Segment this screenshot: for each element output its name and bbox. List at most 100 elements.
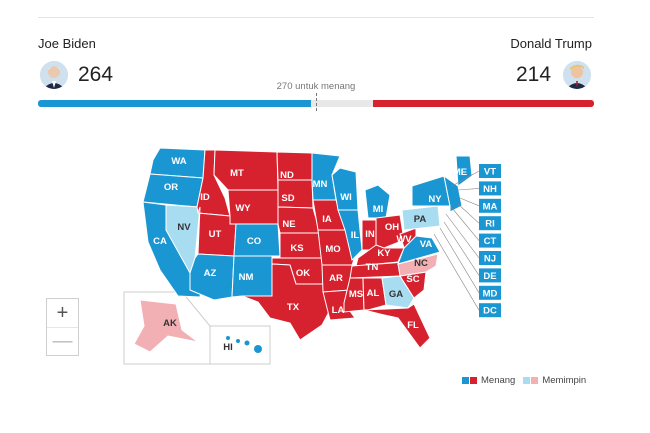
leader-line-NJ bbox=[445, 213, 480, 259]
state-label-AR: AR bbox=[329, 273, 343, 284]
state-label-WY: WY bbox=[235, 203, 251, 214]
state-TX bbox=[241, 263, 331, 341]
state-label-GA: GA bbox=[389, 289, 403, 300]
state-box-label-RI: RI bbox=[485, 219, 495, 230]
state-label-NY: NY bbox=[428, 194, 442, 205]
state-label-NC: NC bbox=[414, 258, 428, 269]
state-label-WA: WA bbox=[171, 156, 186, 167]
state-label-MO: MO bbox=[325, 244, 340, 255]
state-box-NH[interactable] bbox=[479, 181, 501, 196]
state-label-AL: AL bbox=[367, 288, 380, 299]
state-NE-coast bbox=[443, 174, 463, 213]
state-AL bbox=[362, 277, 387, 311]
state-label-MI: MI bbox=[373, 204, 384, 215]
legend-swatch-dem-lead bbox=[523, 377, 531, 384]
state-label-SD: SD bbox=[281, 193, 294, 204]
candidate-right-avatar bbox=[563, 61, 591, 89]
state-NY bbox=[411, 175, 451, 207]
state-HI bbox=[226, 336, 262, 353]
zoom-out-button[interactable]: — bbox=[47, 327, 78, 355]
state-label-ID: ID bbox=[200, 192, 210, 203]
leader-line-MA bbox=[459, 197, 480, 207]
candidate-left-name: Joe Biden bbox=[38, 36, 96, 51]
state-label-LA: LA bbox=[332, 305, 345, 316]
zoom-in-button[interactable]: + bbox=[56, 301, 69, 324]
legend-swatch-rep-lead bbox=[531, 377, 539, 384]
state-label-MN: MN bbox=[313, 179, 328, 190]
leader-line-CT bbox=[451, 207, 480, 241]
state-box-label-MD: MD bbox=[483, 288, 498, 299]
legend-won-label: Menang bbox=[481, 375, 516, 386]
state-FL bbox=[363, 303, 431, 349]
state-label-KY: KY bbox=[377, 248, 391, 259]
state-PA bbox=[401, 205, 441, 231]
state-label-KS: KS bbox=[290, 243, 303, 254]
state-label-NM: NM bbox=[239, 272, 254, 283]
state-box-label-NJ: NJ bbox=[484, 254, 496, 265]
state-label-TX: TX bbox=[287, 302, 300, 313]
state-label-TN: TN bbox=[366, 262, 379, 273]
state-label-NV: NV bbox=[177, 222, 191, 233]
state-label-OH: OH bbox=[385, 222, 399, 233]
candidate-left-votes: 264 bbox=[78, 63, 114, 86]
state-box-RI[interactable] bbox=[479, 216, 501, 231]
state-label-MS: MS bbox=[349, 289, 363, 300]
state-label-IN: IN bbox=[365, 229, 375, 240]
leader-line-VT bbox=[451, 170, 480, 187]
leader-line-RI bbox=[457, 203, 480, 224]
rep-progress-fill bbox=[372, 100, 594, 107]
header-divider bbox=[38, 17, 594, 18]
state-OH bbox=[375, 214, 405, 249]
state-label-UT: UT bbox=[209, 229, 222, 240]
state-label-CA: CA bbox=[153, 236, 167, 247]
state-AK bbox=[133, 299, 199, 353]
state-box-MA[interactable] bbox=[479, 198, 501, 213]
state-box-MD[interactable] bbox=[479, 285, 501, 300]
state-box-NJ[interactable] bbox=[479, 251, 501, 265]
state-WV bbox=[399, 227, 417, 249]
state-label-OK: OK bbox=[296, 268, 310, 279]
state-box-label-NH: NH bbox=[483, 184, 497, 195]
state-label-FL: FL bbox=[407, 320, 419, 331]
state-box-label-VT: VT bbox=[484, 167, 496, 178]
leader-line-MD bbox=[439, 227, 480, 293]
state-label-IA: IA bbox=[322, 214, 332, 225]
state-box-label-DE: DE bbox=[483, 271, 496, 282]
state-box-VT[interactable] bbox=[479, 164, 501, 178]
state-label-NE: NE bbox=[282, 219, 295, 230]
inset-frame-hi bbox=[210, 325, 271, 365]
state-MS bbox=[343, 277, 365, 313]
state-box-label-MA: MA bbox=[483, 201, 498, 212]
state-label-MT: MT bbox=[230, 168, 244, 179]
state-label-SC: SC bbox=[406, 274, 419, 285]
state-MI bbox=[364, 184, 391, 219]
candidate-right-votes: 214 bbox=[516, 63, 552, 86]
state-box-CT[interactable] bbox=[479, 233, 501, 248]
state-label-PA: PA bbox=[414, 214, 427, 225]
candidate-left-avatar bbox=[40, 61, 68, 89]
legend-swatch-rep-won bbox=[470, 377, 477, 384]
state-label-AK: AK bbox=[163, 318, 177, 329]
state-box-label-CT: CT bbox=[484, 236, 497, 247]
map-legend: Menang Memimpin bbox=[462, 375, 586, 386]
state-box-DE[interactable] bbox=[479, 268, 501, 283]
leader-line-DC bbox=[433, 233, 480, 311]
leader-line-DE bbox=[443, 221, 480, 276]
leader-line-NH bbox=[457, 188, 480, 191]
win-threshold-label: 270 untuk menang bbox=[276, 81, 356, 92]
state-label-AZ: AZ bbox=[204, 268, 217, 279]
state-box-label-DC: DC bbox=[483, 306, 497, 317]
state-box-DC[interactable] bbox=[479, 303, 501, 318]
candidate-right-name: Donald Trump bbox=[510, 36, 592, 51]
state-label-HI: HI bbox=[223, 342, 233, 353]
legend-swatch-dem-won bbox=[462, 377, 469, 384]
state-label-ME: ME bbox=[453, 167, 467, 178]
state-IL bbox=[337, 209, 363, 261]
map-zoom-control: + — bbox=[46, 298, 79, 356]
state-ME bbox=[455, 155, 473, 187]
state-label-OR: OR bbox=[164, 182, 178, 193]
state-label-CO: CO bbox=[247, 236, 261, 247]
state-label-WV: WV bbox=[396, 234, 412, 245]
legend-lead-label: Memimpin bbox=[542, 375, 587, 386]
